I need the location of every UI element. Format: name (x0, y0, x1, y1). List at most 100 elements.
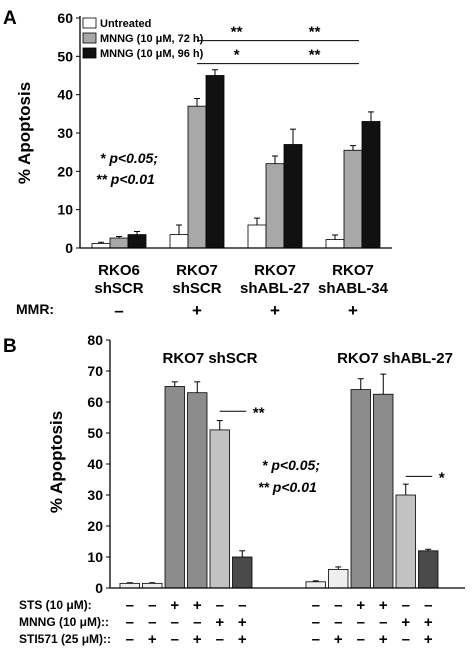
condition-mark: – (312, 614, 320, 631)
condition-label: STS (10 μM): (19, 598, 92, 612)
legend-label: MNNG (10 μM, 72 h) (100, 33, 204, 45)
y-tick-label: 70 (87, 363, 103, 379)
category-label-line2: shABL-34 (318, 280, 389, 297)
condition-mark: + (401, 614, 410, 631)
bar (305, 581, 326, 589)
bar (343, 149, 363, 249)
y-tick-label: 80 (87, 332, 103, 348)
condition-mark: + (238, 614, 247, 631)
legend-label: Untreated (100, 18, 151, 30)
condition-mark: – (357, 614, 365, 631)
condition-mark: + (424, 631, 433, 648)
category-label-line1: RKO7 (332, 262, 374, 279)
condition-label: STI571 (25 μM):: (19, 632, 111, 646)
p-value-text: * p<0.05; (100, 150, 158, 166)
y-tick-label: 20 (87, 518, 103, 534)
bar (418, 550, 439, 589)
y-tick-label: 40 (57, 87, 73, 103)
y-tick-label: 0 (95, 580, 103, 596)
bar (119, 582, 140, 589)
category-label-line2: shSCR (94, 280, 143, 297)
significance-stars: ** (252, 404, 265, 421)
condition-mark: – (126, 614, 134, 631)
y-tick-label: 0 (65, 240, 73, 256)
condition-mark: – (334, 597, 342, 614)
significance-stars: * (233, 47, 240, 64)
bar (91, 242, 111, 249)
condition-mark: + (193, 631, 202, 648)
mmr-row-label: MMR: (16, 301, 54, 317)
bar (169, 234, 189, 249)
group-label: RKO7 shSCR (162, 350, 257, 367)
condition-mark: – (357, 631, 365, 648)
significance-stars: ** (230, 24, 243, 41)
condition-mark: – (424, 597, 432, 614)
bar (283, 144, 303, 249)
condition-mark: + (379, 631, 388, 648)
panel-label-b: B (3, 336, 17, 357)
category-label-line1: RKO7 (254, 262, 296, 279)
condition-mark: – (148, 614, 156, 631)
condition-mark: – (312, 631, 320, 648)
condition-mark: + (334, 631, 343, 648)
y-axis-label: % Apoptosis (47, 411, 66, 513)
condition-mark: – (312, 597, 320, 614)
bar (164, 386, 185, 589)
condition-mark: + (424, 614, 433, 631)
y-tick-label: 20 (57, 163, 73, 179)
condition-mark: – (126, 597, 134, 614)
category-label-line1: RKO7 (176, 262, 218, 279)
bar (187, 392, 208, 589)
condition-mark: – (238, 597, 246, 614)
y-tick-label: 30 (87, 487, 103, 503)
category-label-line2: shSCR (172, 280, 221, 297)
y-tick-label: 10 (87, 549, 103, 565)
bar (373, 393, 394, 589)
y-tick-label: 10 (57, 202, 73, 218)
bar (265, 163, 285, 249)
condition-mark: + (238, 631, 247, 648)
legend-swatch (82, 32, 97, 44)
legend-label: MNNG (10 μM, 96 h) (100, 48, 204, 60)
condition-mark: + (148, 631, 157, 648)
condition-mark: + (170, 597, 179, 614)
bar (209, 429, 230, 589)
bar (328, 569, 349, 589)
condition-mark: + (193, 597, 202, 614)
bar (205, 75, 225, 249)
bar (350, 389, 371, 589)
bar (325, 239, 345, 249)
y-tick-label: 60 (57, 10, 73, 26)
bar (395, 494, 416, 589)
condition-mark: – (379, 614, 387, 631)
y-tick-label: 30 (57, 125, 73, 141)
bar (142, 582, 163, 589)
mmr-mark: – (114, 301, 123, 320)
bar (232, 556, 253, 589)
mmr-mark: + (192, 301, 202, 320)
mmr-mark: + (348, 301, 358, 320)
condition-mark: – (216, 631, 224, 648)
category-label-line2: shABL-27 (240, 280, 310, 297)
y-tick-label: 50 (87, 425, 103, 441)
bar (127, 234, 147, 249)
condition-mark: – (171, 631, 179, 648)
category-label-line1: RKO6 (98, 262, 140, 279)
condition-mark: – (402, 597, 410, 614)
mmr-mark: + (270, 301, 280, 320)
condition-mark: – (171, 614, 179, 631)
legend-swatch (82, 17, 97, 29)
condition-mark: – (126, 631, 134, 648)
significance-stars: ** (308, 24, 321, 41)
condition-mark: – (216, 597, 224, 614)
y-tick-label: 40 (87, 456, 103, 472)
condition-mark: – (402, 631, 410, 648)
p-value-text: ** p<0.01 (258, 479, 317, 495)
condition-mark: – (193, 614, 201, 631)
condition-label: MNNG (10 μM):: (19, 615, 109, 629)
legend-swatch (82, 47, 97, 59)
p-value-text: ** p<0.01 (96, 171, 155, 187)
significance-stars: ** (308, 47, 321, 64)
p-value-text: * p<0.05; (262, 457, 320, 473)
